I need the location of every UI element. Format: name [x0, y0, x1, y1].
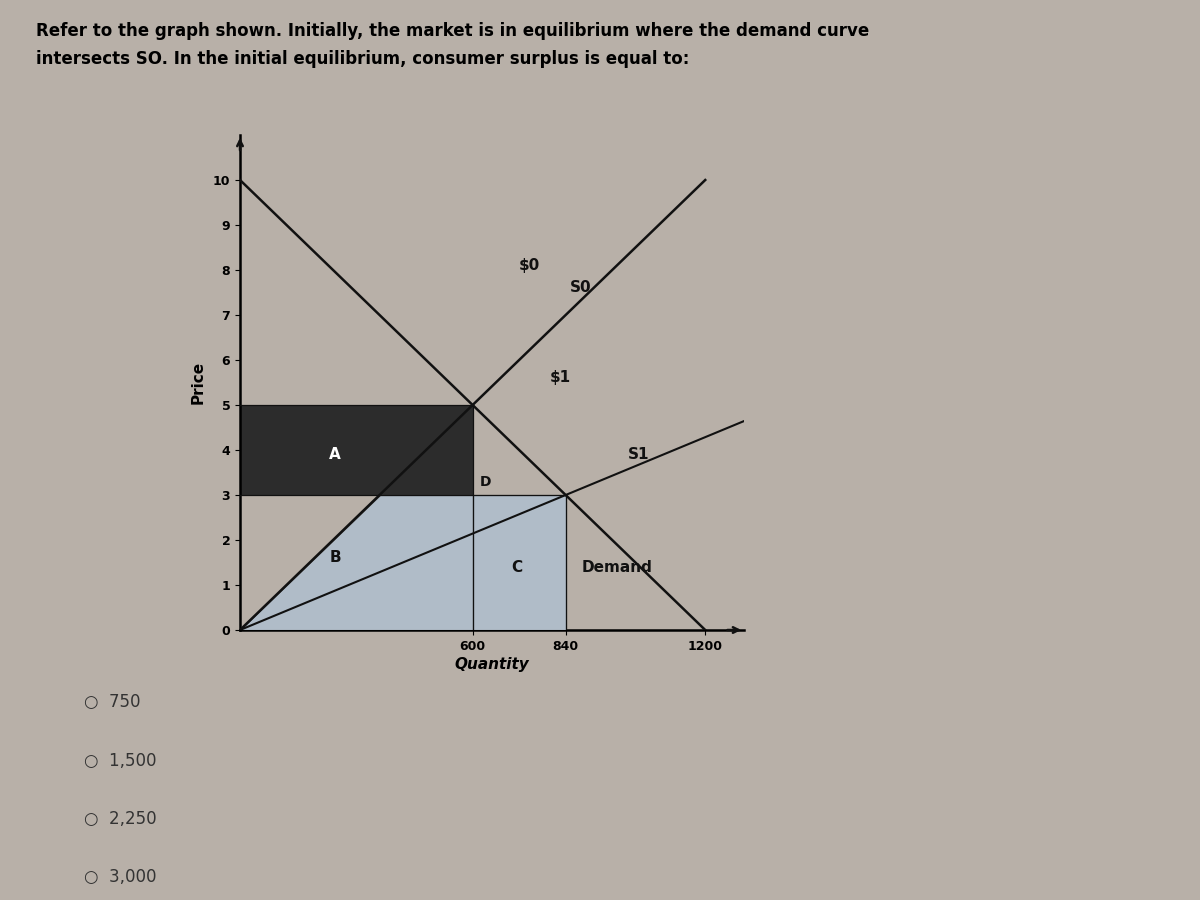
Text: $1: $1 — [550, 371, 571, 385]
Text: Refer to the graph shown. Initially, the market is in equilibrium where the dema: Refer to the graph shown. Initially, the… — [36, 22, 869, 40]
Text: $0: $0 — [520, 258, 540, 273]
Text: ○  1,500: ○ 1,500 — [84, 752, 156, 770]
Text: ○  750: ○ 750 — [84, 693, 140, 711]
Text: ○  3,000: ○ 3,000 — [84, 868, 156, 886]
Text: S0: S0 — [570, 281, 592, 295]
Text: D: D — [480, 475, 491, 489]
Y-axis label: Price: Price — [191, 361, 206, 404]
Text: intersects SO. In the initial equilibrium, consumer surplus is equal to:: intersects SO. In the initial equilibriu… — [36, 50, 689, 68]
Text: S1: S1 — [628, 447, 649, 462]
Polygon shape — [240, 495, 473, 630]
X-axis label: Quantity: Quantity — [455, 657, 529, 672]
Text: A: A — [329, 447, 341, 462]
Bar — [473, 495, 565, 630]
Bar — [240, 405, 473, 495]
Text: Demand: Demand — [581, 560, 652, 574]
Text: B: B — [329, 551, 341, 565]
Text: ○  2,250: ○ 2,250 — [84, 810, 157, 828]
Text: C: C — [511, 560, 522, 574]
